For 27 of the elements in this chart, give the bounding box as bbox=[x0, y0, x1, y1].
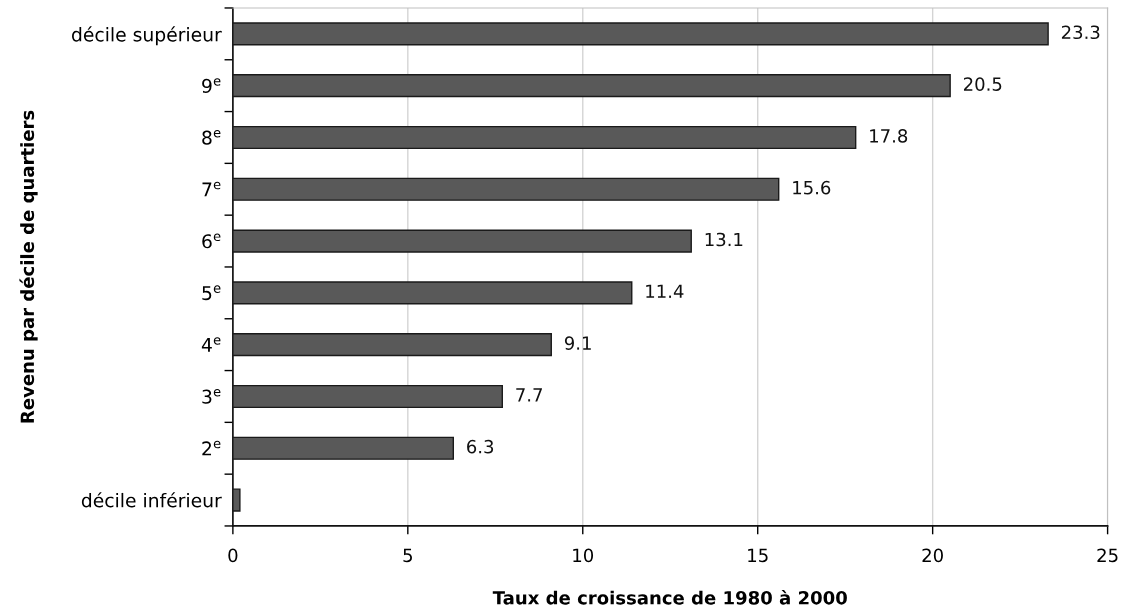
x-tick-label: 0 bbox=[228, 548, 238, 563]
y-tick-label: décile inférieur bbox=[81, 492, 222, 508]
y-tick-label: décile supérieur bbox=[72, 26, 222, 46]
y-tick-label: 9$^{e}$ bbox=[202, 78, 221, 93]
data-label: 20.5 bbox=[963, 77, 1002, 91]
data-label: 13.1 bbox=[705, 232, 743, 247]
data-label: 7.7 bbox=[516, 388, 542, 402]
x-tick-label: 20 bbox=[922, 548, 943, 563]
data-label: 23.3 bbox=[1061, 25, 1100, 40]
y-tick-label: 2$^{e}$ bbox=[202, 440, 221, 456]
y-tick-label: 7$^{e}$ bbox=[202, 181, 221, 197]
y-tick-label: 3$^{e}$ bbox=[202, 388, 221, 404]
x-tick-label: 15 bbox=[748, 548, 768, 563]
data-label: 6.3 bbox=[467, 439, 494, 454]
x-tick-label: 25 bbox=[1097, 548, 1118, 563]
y-tick-label: 5$^{e}$ bbox=[202, 285, 221, 301]
x-axis-title: Taux de croissance de 1980 à 2000 bbox=[492, 589, 847, 605]
x-tick-label: 5 bbox=[403, 548, 412, 563]
data-label: 15.6 bbox=[793, 180, 831, 195]
y-tick-label: 4$^{e}$ bbox=[201, 337, 221, 352]
x-tick-label: 10 bbox=[573, 548, 594, 563]
y-tick-label: 6$^{e}$ bbox=[202, 233, 221, 249]
data-label: 9.1 bbox=[564, 336, 591, 350]
y-axis-title: Revenu par décile de quartiers bbox=[19, 110, 38, 423]
data-label: 17.8 bbox=[870, 129, 908, 143]
y-tick-label: 8$^{e}$ bbox=[202, 129, 221, 145]
data-label: 11.4 bbox=[646, 284, 684, 298]
